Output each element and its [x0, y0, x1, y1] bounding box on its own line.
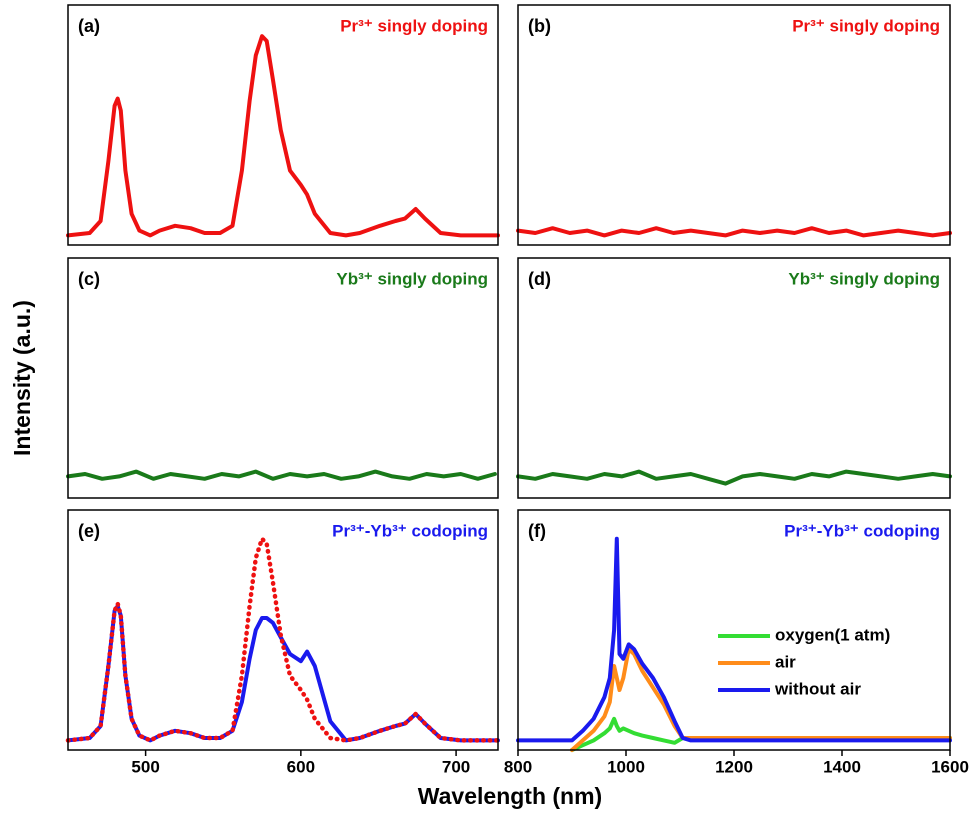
series-line	[570, 647, 952, 752]
panel-frame	[517, 4, 951, 246]
x-tick-label: 800	[504, 757, 532, 776]
series-line	[66, 469, 497, 481]
panel-frame	[67, 257, 499, 499]
panel-frame	[67, 4, 499, 246]
panel-title: Pr³⁺-Yb³⁺ codoping	[332, 521, 488, 540]
series-line	[570, 716, 952, 752]
panel-title: Pr³⁺ singly doping	[340, 16, 488, 35]
x-tick-label: 1200	[715, 757, 753, 776]
panel-title: Yb³⁺ singly doping	[336, 269, 488, 288]
series-line	[516, 536, 952, 743]
panel-label: (b)	[528, 16, 551, 36]
panel-label: (d)	[528, 269, 551, 289]
series-line	[516, 226, 952, 238]
panel-label: (c)	[78, 269, 100, 289]
panel-label: (a)	[78, 16, 100, 36]
panel-frame	[517, 257, 951, 499]
panel-title: Pr³⁺ singly doping	[792, 16, 940, 35]
panel-label: (e)	[78, 521, 100, 541]
x-tick-label: 600	[287, 757, 315, 776]
x-tick-label: 500	[131, 757, 159, 776]
series-line	[516, 469, 952, 486]
series-line	[65, 536, 501, 743]
legend-label: oxygen(1 atm)	[775, 625, 890, 644]
y-axis-label: Intensity (a.u.)	[9, 300, 35, 456]
x-tick-label: 1600	[931, 757, 969, 776]
x-tick-label: 1000	[607, 757, 645, 776]
panel-title: Yb³⁺ singly doping	[788, 269, 940, 288]
panel-label: (f)	[528, 521, 546, 541]
legend-label: without air	[774, 679, 861, 698]
panel-frame	[67, 509, 499, 751]
legend-label: air	[775, 652, 796, 671]
series-line	[66, 34, 500, 238]
panel-title: Pr³⁺-Yb³⁺ codoping	[784, 521, 940, 540]
x-axis-label: Wavelength (nm)	[418, 783, 602, 809]
x-tick-label: 1400	[823, 757, 861, 776]
x-tick-label: 700	[442, 757, 470, 776]
